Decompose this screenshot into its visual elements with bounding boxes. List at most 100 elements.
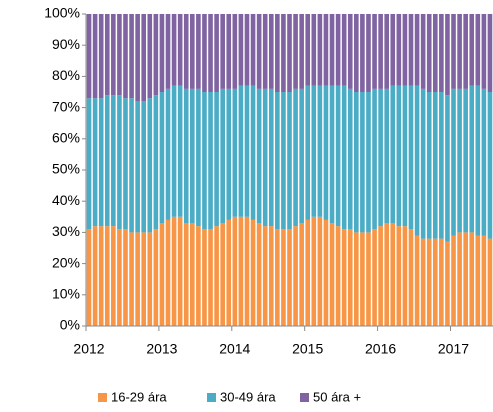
bar-segment [171, 14, 177, 86]
bar-segment [329, 223, 335, 326]
bar-segment [159, 14, 165, 92]
bar-segment [256, 14, 262, 89]
y-tick-label: 90% [52, 36, 80, 52]
bar-segment [141, 101, 147, 233]
bar-segment [341, 85, 347, 230]
bar-segment [402, 226, 408, 326]
bar-segment [250, 219, 256, 326]
bar-segment [432, 92, 438, 239]
x-tick-label: 2013 [146, 341, 177, 357]
bar-segment [129, 98, 134, 233]
bar-segment [159, 92, 165, 224]
bar-segment [183, 14, 189, 89]
bar-segment [92, 98, 98, 227]
bar-segment [177, 216, 183, 326]
bar-segment [372, 88, 377, 230]
bar-segment [135, 14, 140, 102]
bar-segment [117, 14, 122, 96]
bar-segment [408, 14, 414, 86]
bar-segment [153, 14, 159, 96]
bar-segment [347, 88, 353, 230]
bar-segment [177, 14, 183, 86]
bar-segment [299, 14, 304, 89]
bar-segment [469, 85, 475, 233]
bar-segment [463, 88, 468, 233]
bar-segment [445, 14, 450, 96]
bar-segment [311, 14, 317, 86]
bar-segment [445, 95, 450, 242]
bar-segment [414, 235, 420, 326]
bar-segment [165, 219, 171, 326]
bar-segment [293, 14, 298, 89]
y-tick-label: 10% [52, 286, 80, 302]
bar-segment [390, 85, 396, 224]
bar-segment [153, 95, 159, 230]
bar-segment [475, 85, 481, 236]
bar-segment [451, 235, 456, 326]
bar-segment [329, 85, 335, 224]
bar-segment [196, 14, 201, 89]
bar-segment [366, 14, 371, 92]
bar-segment [256, 88, 262, 224]
bar-segment [390, 14, 396, 86]
bar-segment [238, 14, 244, 86]
legend-swatch [98, 393, 107, 402]
bar-segment [281, 92, 286, 230]
bar-segment [111, 95, 116, 227]
bar-segment [129, 14, 134, 99]
x-tick-label: 2012 [73, 341, 104, 357]
bar-segment [335, 14, 341, 86]
bar-segment [481, 235, 487, 326]
bar-segment [135, 232, 140, 326]
bar-segment [293, 88, 298, 227]
bar-segment [123, 229, 128, 326]
bar-segment [86, 98, 92, 230]
legend-label: 16-29 ára [111, 389, 167, 404]
bar-segment [232, 88, 238, 217]
bar-segment [487, 92, 493, 239]
bar-segment [323, 219, 329, 326]
bar-segment [396, 85, 402, 227]
bar-segment [335, 226, 341, 326]
bar-segment [360, 92, 365, 233]
bar-segment [384, 14, 390, 89]
bar-segment [323, 14, 329, 86]
bar-segment [147, 14, 153, 99]
bar-segment [341, 14, 347, 86]
bar-segment [469, 232, 475, 326]
bar-segment [147, 98, 153, 233]
bar-segment [189, 223, 195, 326]
bar-segment [214, 226, 219, 326]
bar-segment [220, 88, 225, 224]
bar-segment [396, 226, 402, 326]
bar-segment [372, 229, 377, 326]
bar-segment [171, 216, 177, 326]
bar-segment [378, 88, 383, 227]
bar-segment [420, 14, 426, 89]
bar-segment [432, 238, 438, 326]
bar-segment [287, 14, 292, 92]
bar-segment [335, 85, 341, 227]
bar-segment [104, 226, 110, 326]
bar-segment [469, 14, 475, 86]
bar-segment [117, 95, 122, 230]
bar-segment [360, 14, 365, 92]
bar-segment [214, 92, 219, 227]
bar-segment [268, 88, 274, 227]
bar-segment [402, 85, 408, 227]
bar-segment [92, 14, 98, 99]
bar-segment [287, 229, 292, 326]
bar-segment [250, 85, 256, 220]
bar-segment [123, 14, 128, 99]
bar-segment [208, 229, 213, 326]
bar-segment [451, 14, 456, 89]
bar-segment [384, 88, 390, 224]
bar-segment [426, 92, 432, 239]
bar-segment [244, 85, 250, 217]
bar-segment [275, 92, 280, 230]
legend-swatch [207, 393, 216, 402]
bar-segment [226, 14, 232, 89]
bar-segment [244, 14, 250, 86]
bar-segment [347, 14, 353, 89]
